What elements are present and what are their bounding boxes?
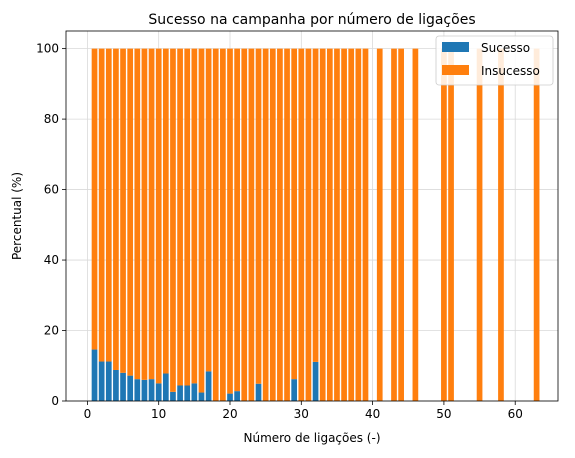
bar-insucesso-14 <box>184 48 191 386</box>
bar-insucesso-30 <box>298 48 305 401</box>
bar-sucesso-24 <box>255 383 262 401</box>
bar-insucesso-4 <box>113 48 119 370</box>
bar-insucesso-28 <box>284 48 290 401</box>
y-tick-label: 60 <box>44 183 59 197</box>
y-tick-label: 100 <box>36 42 59 56</box>
bar-insucesso-5 <box>120 48 126 373</box>
bar-insucesso-31 <box>305 48 312 401</box>
bar-sucesso-10 <box>155 383 162 401</box>
bar-insucesso-20 <box>227 48 233 394</box>
bar-insucesso-51 <box>448 48 454 401</box>
bar-insucesso-36 <box>341 48 347 401</box>
bar-sucesso-5 <box>120 372 126 401</box>
bar-insucesso-13 <box>177 48 183 386</box>
bar-insucesso-8 <box>141 48 148 380</box>
bar-insucesso-58 <box>498 48 504 401</box>
bar-insucesso-55 <box>476 48 483 401</box>
bar-insucesso-34 <box>326 48 333 401</box>
bar-insucesso-16 <box>198 48 205 393</box>
bar-sucesso-13 <box>177 385 183 401</box>
x-tick-label: 10 <box>151 407 166 421</box>
bar-insucesso-39 <box>362 48 369 401</box>
y-axis-label: Percentual (%) <box>10 172 24 260</box>
bar-sucesso-20 <box>227 393 233 401</box>
bar-insucesso-15 <box>191 48 198 384</box>
bar-insucesso-1 <box>91 48 98 350</box>
bar-sucesso-6 <box>127 375 134 401</box>
x-axis-label: Número de ligações (-) <box>243 431 380 445</box>
bar-insucesso-9 <box>148 48 155 380</box>
bar-insucesso-6 <box>127 48 134 376</box>
bar-sucesso-14 <box>184 385 191 401</box>
bar-insucesso-27 <box>277 48 283 401</box>
bar-insucesso-24 <box>255 48 262 384</box>
bar-insucesso-38 <box>355 48 362 401</box>
bar-insucesso-23 <box>248 48 255 401</box>
bar-insucesso-35 <box>334 48 340 401</box>
x-tick-label: 50 <box>436 407 451 421</box>
bar-insucesso-3 <box>105 48 112 362</box>
bar-insucesso-19 <box>220 48 226 401</box>
chart-title: Sucesso na campanha por número de ligaçõ… <box>148 12 475 28</box>
legend-label-insucesso: Insucesso <box>481 64 540 78</box>
bar-sucesso-12 <box>170 391 176 401</box>
bar-insucesso-44 <box>398 48 404 401</box>
bar-sucesso-16 <box>198 392 205 401</box>
bar-insucesso-21 <box>234 48 240 392</box>
x-tick-label: 60 <box>508 407 523 421</box>
bar-insucesso-12 <box>170 48 176 392</box>
bar-insucesso-17 <box>205 48 212 372</box>
bar-insucesso-50 <box>441 48 447 401</box>
legend: Sucesso Insucesso <box>435 35 554 86</box>
y-tick-label: 80 <box>44 112 59 126</box>
bar-insucesso-7 <box>134 48 141 380</box>
bar-sucesso-17 <box>205 371 212 401</box>
bar-insucesso-29 <box>291 48 298 380</box>
legend-swatch-sucesso <box>442 42 469 52</box>
bar-sucesso-32 <box>312 361 319 401</box>
bar-insucesso-43 <box>391 48 397 401</box>
bar-sucesso-2 <box>98 361 105 401</box>
bar-sucesso-3 <box>105 361 112 401</box>
legend-label-sucesso: Sucesso <box>481 41 530 55</box>
bar-insucesso-32 <box>312 48 319 362</box>
bar-insucesso-10 <box>155 48 162 384</box>
bar-sucesso-9 <box>148 379 155 401</box>
bar-insucesso-33 <box>319 48 326 401</box>
y-tick-label: 0 <box>51 394 59 408</box>
bar-insucesso-18 <box>212 48 219 401</box>
bar-sucesso-11 <box>162 373 169 401</box>
bar-insucesso-63 <box>533 48 540 401</box>
x-tick-label: 40 <box>365 407 380 421</box>
bar-sucesso-4 <box>113 369 119 401</box>
bar-insucesso-46 <box>412 48 419 401</box>
y-tick-label: 40 <box>44 253 59 267</box>
bar-insucesso-26 <box>269 48 276 401</box>
plot-frame <box>65 30 559 402</box>
bar-sucesso-1 <box>91 349 98 401</box>
bar-sucesso-15 <box>191 383 198 401</box>
bar-sucesso-8 <box>141 379 148 401</box>
x-tick-label: 30 <box>294 407 309 421</box>
y-tick-label: 20 <box>44 324 59 338</box>
bar-insucesso-37 <box>348 48 355 401</box>
bars-layer <box>91 48 540 401</box>
bar-insucesso-25 <box>262 48 269 401</box>
x-tick-label: 0 <box>84 407 92 421</box>
bar-sucesso-21 <box>234 391 240 401</box>
bar-insucesso-22 <box>241 48 248 401</box>
legend-swatch-insucesso <box>442 65 469 75</box>
bar-sucesso-7 <box>134 379 141 401</box>
bar-insucesso-41 <box>376 48 383 401</box>
ticks-layer: 0 10 20 30 40 50 60 0 20 40 60 80 100 <box>36 42 523 421</box>
bar-insucesso-2 <box>98 48 105 362</box>
x-tick-label: 20 <box>222 407 237 421</box>
bar-sucesso-29 <box>291 379 298 401</box>
bar-insucesso-11 <box>162 48 169 374</box>
